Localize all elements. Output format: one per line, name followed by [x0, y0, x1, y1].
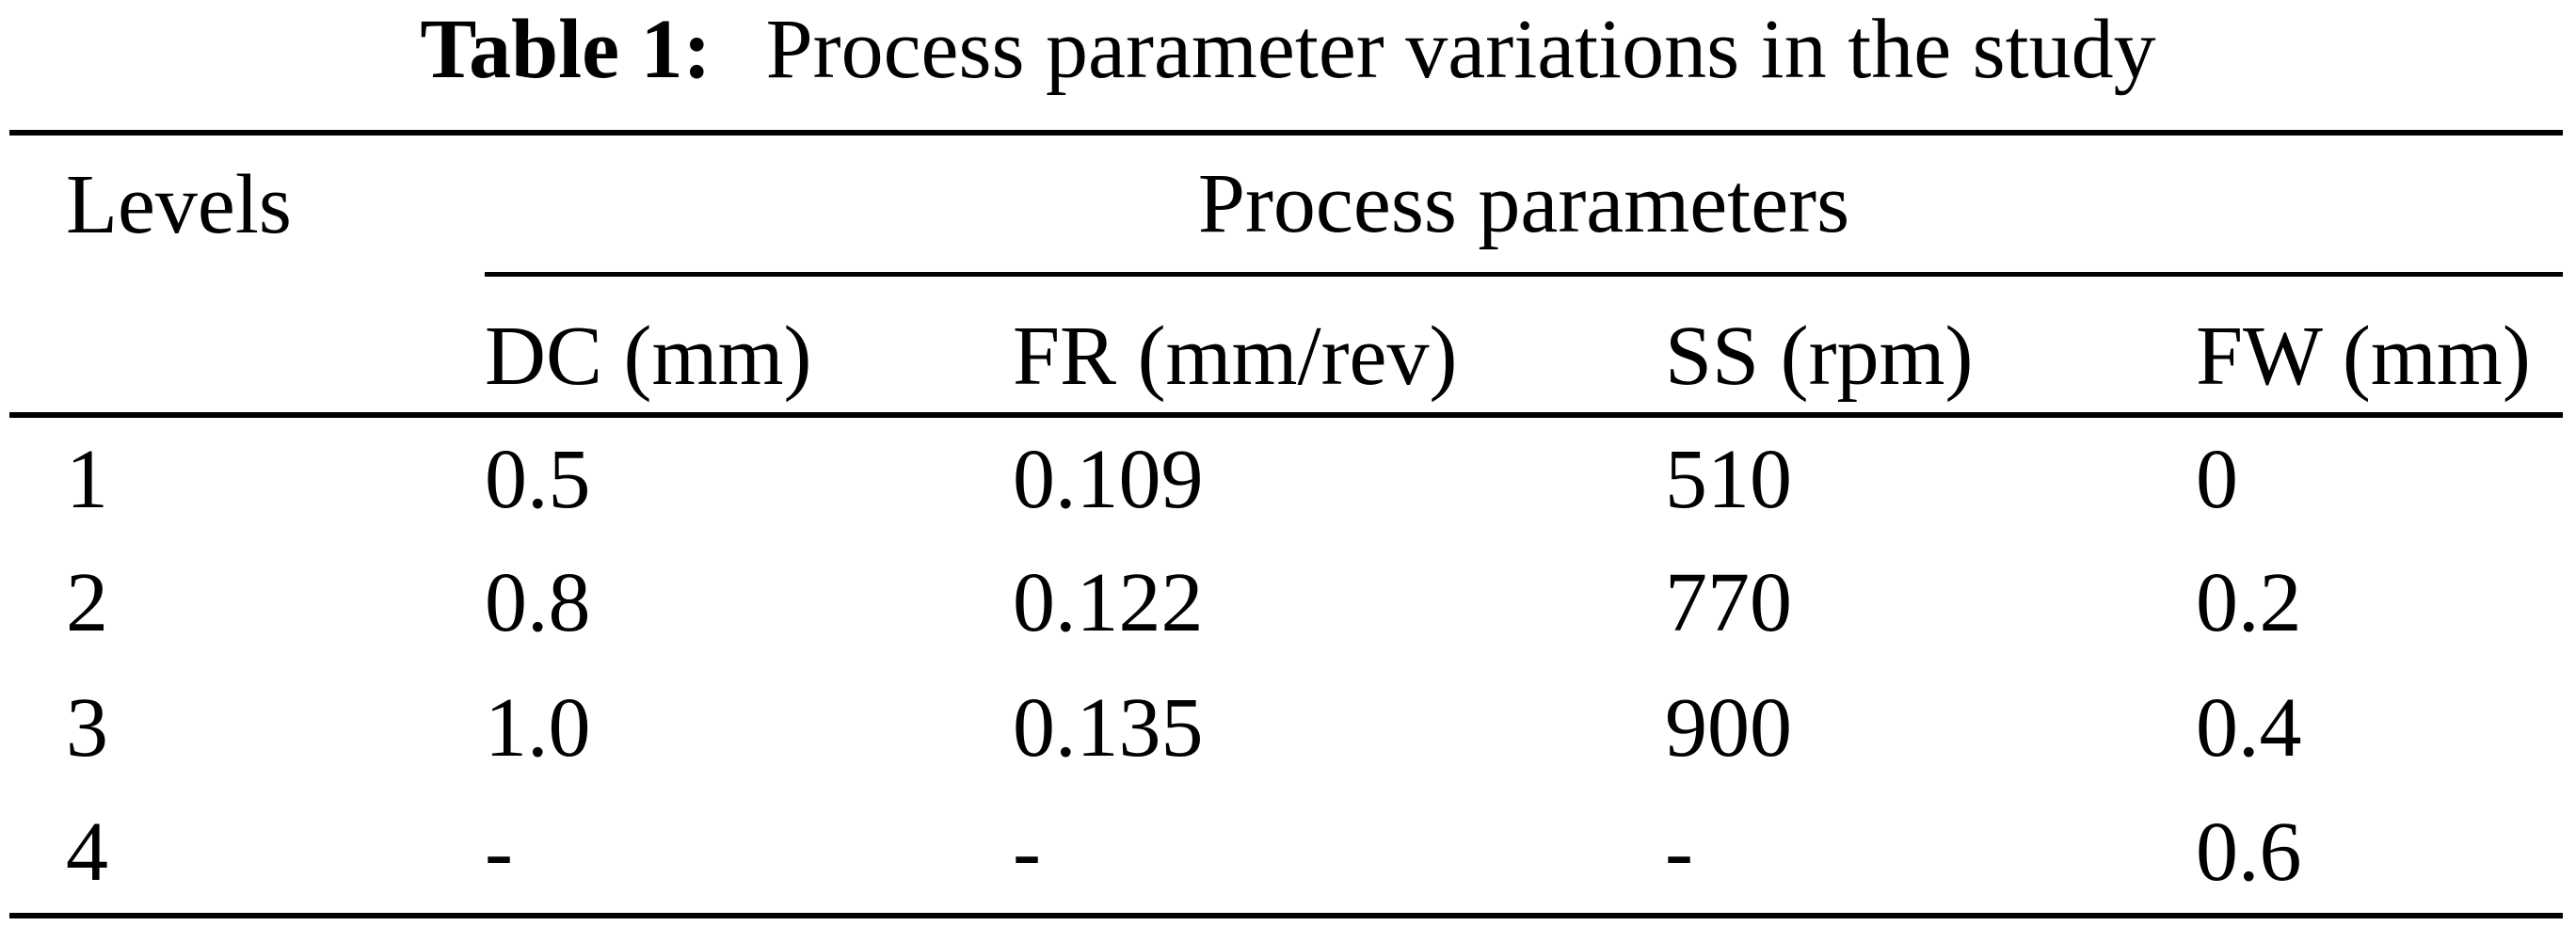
- table-row: 3 1.0 0.135 900 0.4: [9, 665, 2563, 790]
- cell-level: 3: [66, 681, 108, 774]
- column-header-dc: DC (mm): [485, 274, 1013, 418]
- cell-level: 2: [66, 556, 108, 649]
- cell-dc: -: [485, 805, 513, 899]
- table-caption: Table 1: Process parameter variations in …: [0, 0, 2576, 98]
- header-row-group: Levels Process parameters: [9, 133, 2564, 277]
- process-parameters-table: Levels Process parameters DC (mm) FR (mm…: [9, 130, 2564, 918]
- cell-ss: 900: [1665, 681, 1792, 774]
- cell-fr: 0.109: [1013, 432, 1204, 526]
- column-header-fr: FR (mm/rev): [1013, 274, 1665, 418]
- cell-ss: 510: [1665, 432, 1792, 526]
- column-group-header-process-parameters: Process parameters: [485, 133, 2564, 277]
- cell-dc: 0.8: [485, 556, 591, 649]
- cell-level: 4: [66, 805, 108, 899]
- cell-dc: 1.0: [485, 681, 591, 774]
- table-row: 4 - - - 0.6: [9, 790, 2563, 916]
- cell-fr: 0.135: [1013, 681, 1204, 774]
- cell-fw: 0: [2196, 432, 2238, 526]
- empty-header-cell: [9, 274, 485, 418]
- header-row-subcolumns: DC (mm) FR (mm/rev) SS (rpm) FW (mm): [9, 274, 2564, 418]
- column-header-fw: FW (mm): [2196, 274, 2564, 418]
- column-header-ss: SS (rpm): [1665, 274, 2196, 418]
- table-row: 1 0.5 0.109 510 0: [9, 415, 2563, 540]
- table-caption-label: Table 1:: [420, 2, 712, 96]
- cell-fw: 0.4: [2196, 681, 2302, 774]
- cell-fr: -: [1013, 805, 1041, 899]
- cell-fw: 0.6: [2196, 805, 2302, 899]
- table-caption-text: Process parameter variations in the stud…: [765, 2, 2156, 96]
- cell-fr: 0.122: [1013, 556, 1204, 649]
- column-header-levels: Levels: [66, 158, 292, 251]
- cell-level: 1: [66, 432, 108, 526]
- cell-ss: 770: [1665, 556, 1792, 649]
- cell-fw: 0.2: [2196, 556, 2302, 649]
- table-row: 2 0.8 0.122 770 0.2: [9, 540, 2563, 665]
- cell-dc: 0.5: [485, 432, 591, 526]
- cell-ss: -: [1665, 805, 1693, 899]
